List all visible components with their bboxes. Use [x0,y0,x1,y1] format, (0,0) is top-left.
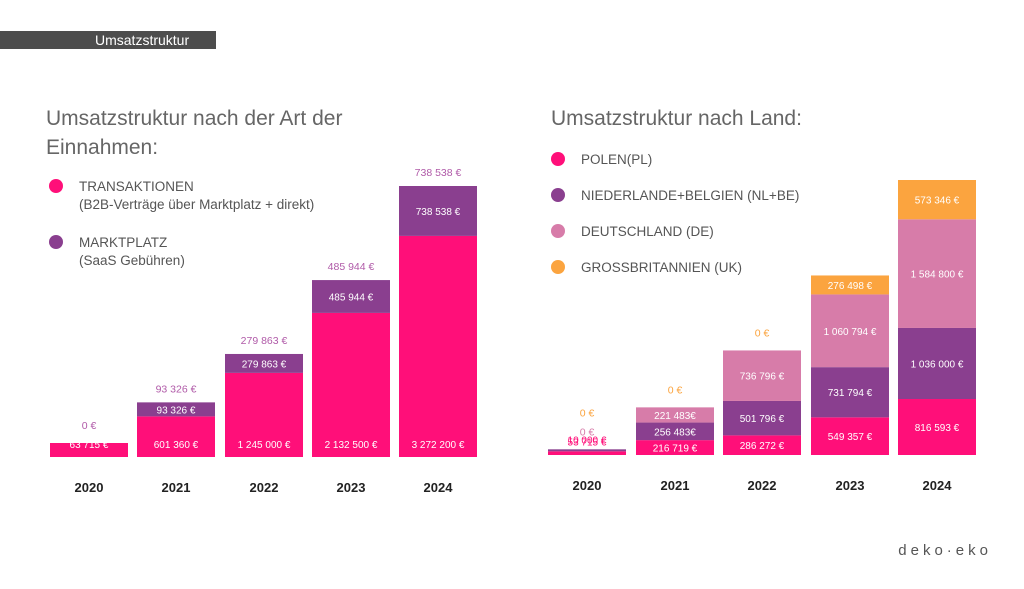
data-label: 276 498 € [828,281,873,292]
brand-logo: deko·eko [898,542,992,559]
data-label: 286 272 € [740,441,785,452]
data-label: 0 € [580,407,595,419]
bar-segment [636,407,714,423]
x-tick-label: 2023 [836,478,865,493]
data-label: 601 360 € [154,440,199,451]
chart-title-country: Umsatzstruktur nach Land: [551,107,802,130]
data-label: 1 036 000 € [911,359,964,370]
data-label: 485 944 € [328,261,375,273]
data-label: 93 326 € [156,383,197,395]
data-label: 736 796 € [740,372,785,383]
bar-segment [312,280,390,313]
data-label: 216 719 € [653,444,698,455]
section-header-bar: Umsatzstruktur [0,31,216,49]
legend-dot [49,235,63,249]
data-label: 573 346 € [915,196,960,207]
x-tick-label: 2024 [424,480,454,495]
x-tick-label: 2021 [162,480,191,495]
data-label: 816 593 € [915,423,960,434]
data-label: 738 538 € [416,207,461,218]
legend-dot [551,152,565,166]
data-label: 256 483€ [654,427,696,438]
x-tick-label: 2021 [661,478,690,493]
bar-segment [898,180,976,220]
data-label: 221 483€ [654,411,696,422]
section-title: Umsatzstruktur [95,32,190,48]
bar-segment [723,350,801,401]
chart-title-revenue-type: Umsatzstruktur nach der Art der Einnahme… [46,107,343,159]
bar-segment [225,372,303,457]
data-label: 485 944 € [329,292,374,303]
legend-dot [49,179,63,193]
data-label: 731 794 € [828,388,873,399]
data-label: 1 245 000 € [238,440,291,451]
data-label: 501 796 € [740,414,785,425]
x-tick-label: 2020 [75,480,104,495]
data-label: 0 € [82,420,97,432]
data-label: 1 060 794 € [824,327,877,338]
data-label: 93 326 € [157,405,196,416]
bar-segment [548,451,626,455]
legend-label: GROSSBRITANNIEN (UK) [581,260,743,275]
x-tick-label: 2022 [250,480,279,495]
bar-segment [898,399,976,455]
legend-dot [551,224,565,238]
data-label: 738 538 € [415,167,462,179]
legend-label: DEUTSCHLAND (DE) [581,224,714,239]
legend-dot [551,188,565,202]
legend-label: NIEDERLANDE+BELGIEN (NL+BE) [581,188,800,203]
legend-sublabel: (B2B-Verträge über Marktplatz + direkt) [79,197,315,212]
bar-segment [811,367,889,418]
bar-segment [898,327,976,400]
bar-segment [399,186,477,236]
data-label: 0 € [755,327,770,339]
bar-segment [225,353,303,373]
data-label: 53 715 € [568,437,607,448]
legend-dot [551,260,565,274]
bar-segment [137,402,215,417]
data-label: 10 000 € [568,435,607,446]
data-label: 0 € [580,426,595,438]
data-label: 3 272 200 € [412,440,465,451]
bar-segment [898,219,976,328]
data-label: 549 357 € [828,432,873,443]
bar-segment [636,422,714,441]
legend-label: TRANSAKTIONEN [79,179,194,194]
legend-sublabel: (SaaS Gebühren) [79,253,185,268]
data-label: 63 715 € [70,440,109,451]
data-label: 2 132 500 € [325,440,378,451]
data-label: 279 863 € [242,359,287,370]
data-label: 0 € [668,384,683,396]
data-label: 1 584 800 € [911,270,964,281]
bar-segment [811,294,889,368]
bar-segment [811,417,889,455]
bar-segment [636,440,714,455]
x-tick-label: 2024 [923,478,953,493]
x-tick-label: 2023 [337,480,366,495]
x-tick-label: 2020 [573,478,602,493]
bar-segment [399,235,477,457]
bar-segment [312,312,390,457]
legend-label: POLEN(PL) [581,152,653,167]
bar-segment [50,443,128,457]
bar-segment [723,435,801,455]
legend-label: MARKTPLATZ [79,235,168,250]
bar-segment [548,449,626,452]
bar-segment [137,416,215,457]
x-tick-label: 2022 [748,478,777,493]
data-label: 279 863 € [241,335,288,347]
bar-segment [811,275,889,295]
bar-segment [723,400,801,436]
